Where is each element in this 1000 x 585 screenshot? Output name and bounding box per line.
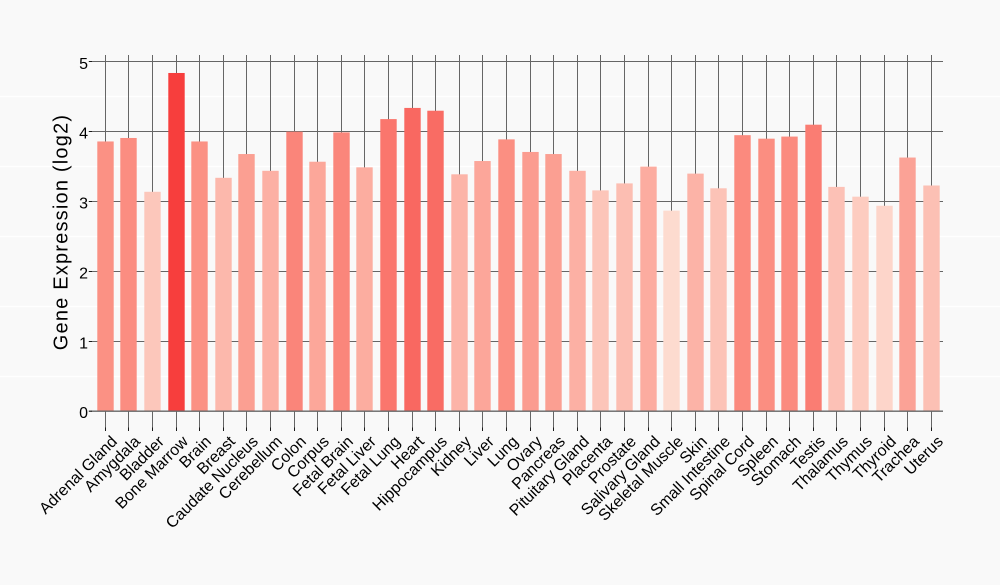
svg-text:Gene Expression (log2): Gene Expression (log2) <box>51 114 73 351</box>
svg-text:1: 1 <box>79 335 88 352</box>
svg-text:3: 3 <box>79 196 88 213</box>
svg-text:4: 4 <box>79 126 88 143</box>
svg-text:0: 0 <box>79 405 88 422</box>
svg-text:5: 5 <box>79 56 88 73</box>
svg-text:2: 2 <box>79 265 88 282</box>
